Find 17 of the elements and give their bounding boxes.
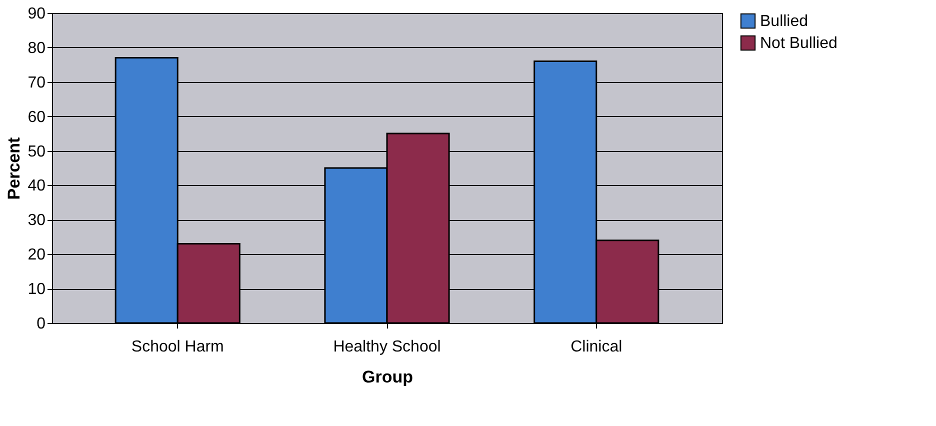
y-tick-label: 10 (28, 281, 46, 298)
y-tick-label: 0 (36, 316, 46, 332)
y-tick-label: 20 (28, 246, 46, 264)
x-axis-title: Group (362, 368, 413, 386)
y-tick-label: 40 (28, 178, 46, 195)
x-tick-label: Healthy School (333, 338, 441, 356)
y-tick-label: 30 (28, 212, 46, 230)
legend-label: Bullied (760, 13, 808, 30)
y-tick-label: 90 (28, 6, 46, 22)
y-tick-label: 50 (28, 143, 46, 160)
y-tick-label: 60 (28, 108, 46, 126)
y-axis-title: Percent (4, 136, 24, 200)
x-tick-label: School Harm (131, 338, 224, 356)
x-tick-label: Clinical (570, 338, 622, 356)
y-tick-label: 80 (28, 40, 46, 57)
legend-label: Not Bullied (760, 35, 838, 52)
y-tick-label: 70 (28, 74, 46, 92)
